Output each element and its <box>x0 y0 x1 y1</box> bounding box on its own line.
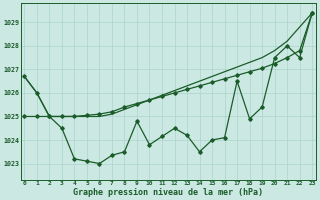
X-axis label: Graphe pression niveau de la mer (hPa): Graphe pression niveau de la mer (hPa) <box>73 188 263 197</box>
